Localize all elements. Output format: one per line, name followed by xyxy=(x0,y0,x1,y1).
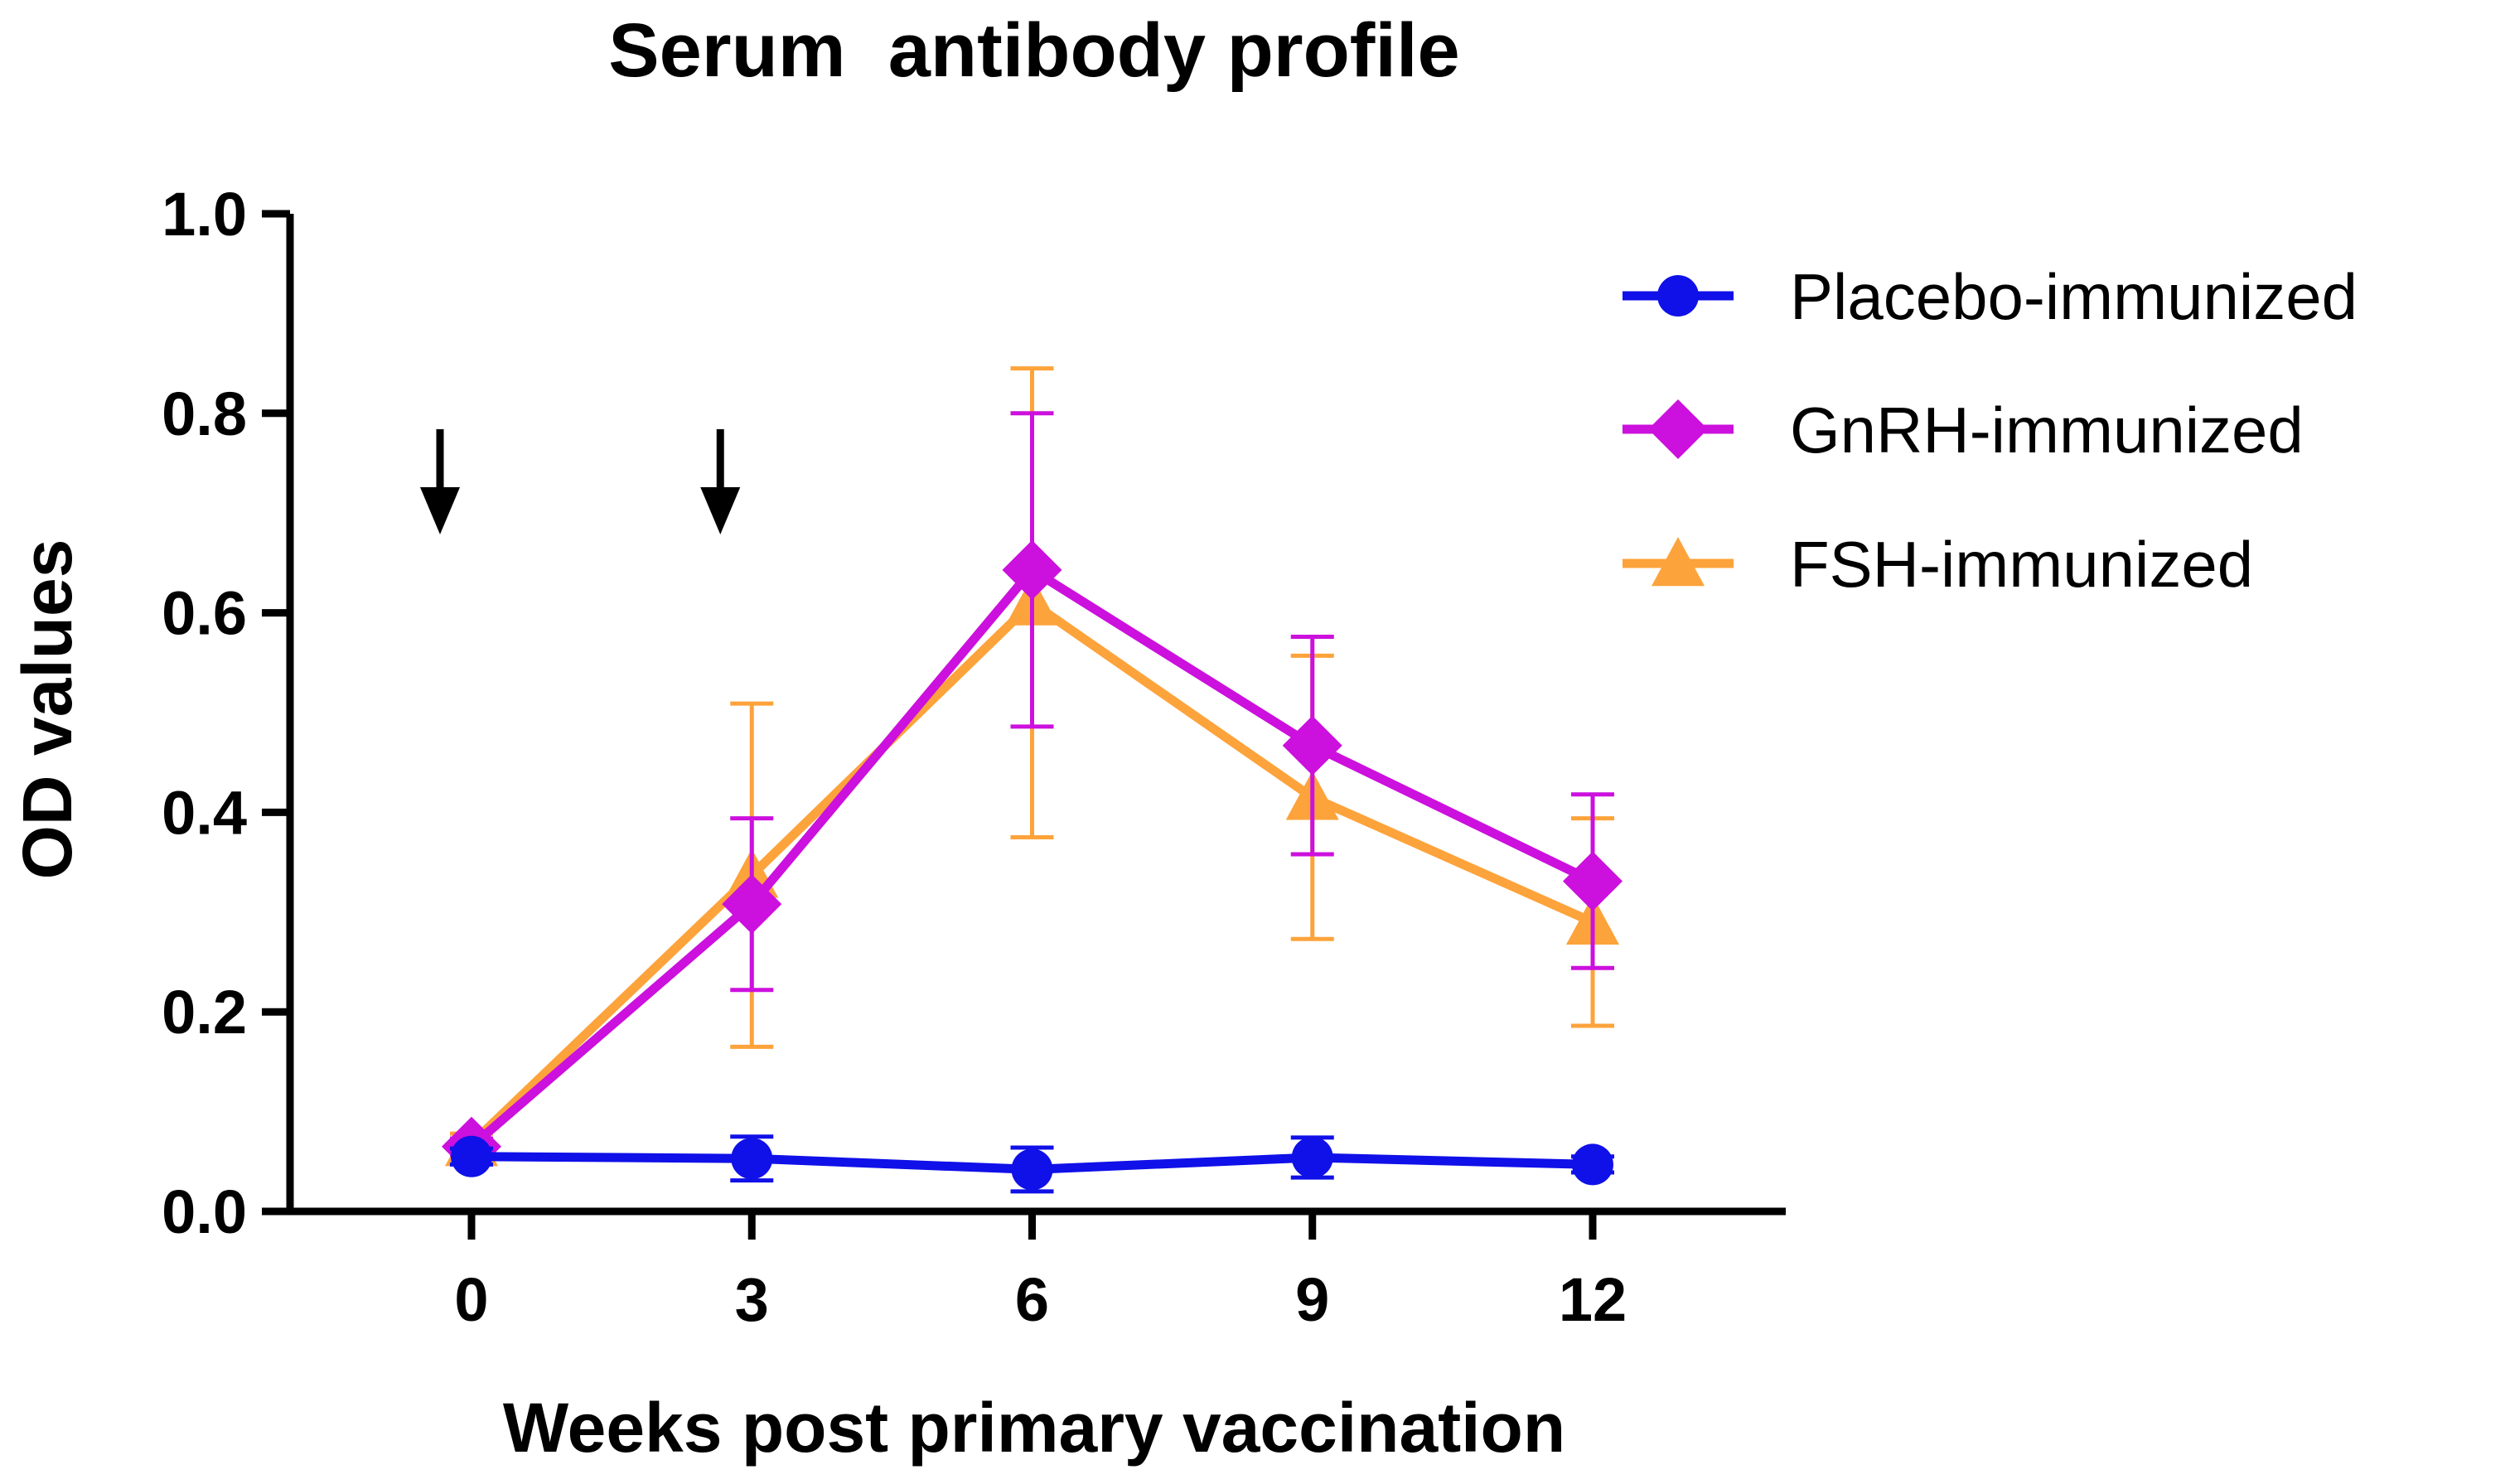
y-tick-label: 1.0 xyxy=(162,180,247,249)
x-tick-label: 12 xyxy=(1559,1265,1627,1334)
legend: Placebo-immunized GnRH-immunized FSH-immun… xyxy=(1623,260,2358,601)
annotations xyxy=(420,429,741,534)
data-point xyxy=(1002,539,1062,600)
y-tick-label: 0.8 xyxy=(162,379,247,448)
arrow-down-icon xyxy=(700,429,741,534)
x-tick-label: 9 xyxy=(1295,1265,1329,1334)
legend-label: Placebo-immunized xyxy=(1790,260,2358,333)
legend-marker xyxy=(1652,537,1705,587)
legend-item: GnRH-immunized xyxy=(1623,394,2304,466)
legend-marker xyxy=(1648,399,1708,459)
arrow-head xyxy=(420,487,460,534)
arrow-head xyxy=(700,487,741,534)
y-tick-label: 0.4 xyxy=(162,778,247,847)
data-point xyxy=(1011,1148,1053,1191)
arrow-down-icon xyxy=(420,429,460,534)
ticks: 0.0 0.2 0.4 0.6 0.8 1.0 0 3 6 9 12 xyxy=(162,180,1627,1334)
data-point xyxy=(731,1138,773,1180)
data-point xyxy=(1282,715,1342,776)
x-axis-title: Weeks post primary vaccination xyxy=(503,1389,1565,1467)
data-point xyxy=(451,1135,492,1177)
y-tick-label: 0.0 xyxy=(162,1177,247,1246)
x-tick-label: 0 xyxy=(454,1265,488,1334)
legend-marker xyxy=(1657,275,1699,317)
legend-label: FSH-immunized xyxy=(1790,528,2253,601)
y-tick-label: 0.2 xyxy=(162,978,247,1047)
legend-item: FSH-immunized xyxy=(1623,528,2253,601)
data-point xyxy=(1563,851,1623,911)
series-Placebo-immunized xyxy=(450,1134,1614,1194)
legend-item: Placebo-immunized xyxy=(1623,260,2358,333)
x-tick-label: 6 xyxy=(1015,1265,1049,1334)
axes xyxy=(286,214,1786,1216)
data-point xyxy=(1291,1136,1333,1178)
series-GnRH-immunized xyxy=(442,411,1623,1177)
legend-label: GnRH-immunized xyxy=(1790,394,2304,466)
chart-title: Serum antibody profile xyxy=(608,8,1459,93)
data-point xyxy=(1572,1143,1613,1186)
x-tick-label: 3 xyxy=(735,1265,769,1334)
series-layer xyxy=(442,366,1623,1194)
y-tick-label: 0.6 xyxy=(162,579,247,648)
y-axis-title: OD values xyxy=(8,539,86,880)
data-point xyxy=(722,874,782,935)
